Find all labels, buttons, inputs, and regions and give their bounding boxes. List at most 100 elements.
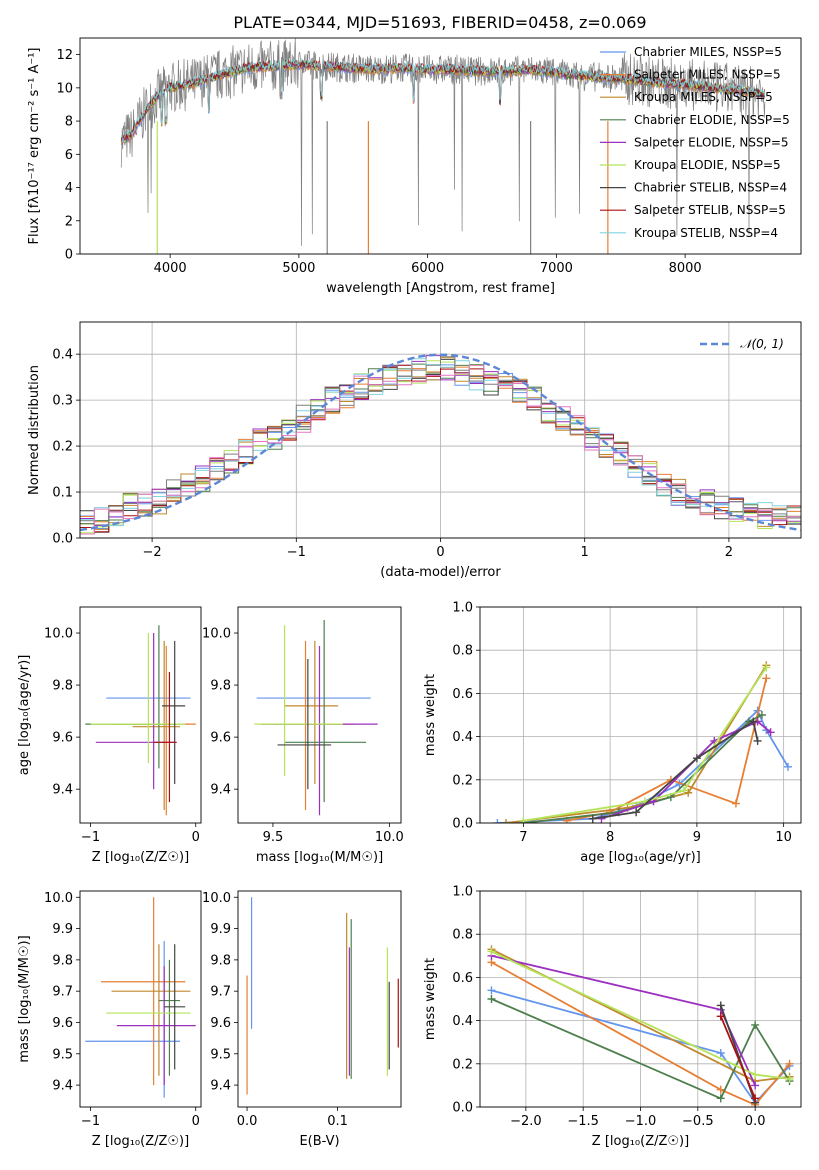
y-tick-label: 1.0 <box>452 885 473 900</box>
legend-label: Salpeter ELODIE, NSSP=5 <box>634 135 789 149</box>
legend-label: Chabrier ELODIE, NSSP=5 <box>634 113 790 127</box>
x-tick-label: −1 <box>81 830 100 845</box>
axes-frame <box>479 890 802 1108</box>
axes-frame <box>79 606 202 824</box>
mass-weight-marker <box>766 728 775 737</box>
plot-area <box>80 353 801 535</box>
plot-area <box>120 38 766 254</box>
y-tick-label: 9.5 <box>52 1047 73 1062</box>
x-tick-label: −0.5 <box>682 1114 714 1129</box>
axes-frame <box>79 37 802 255</box>
legend-label: Chabrier MILES, NSSP=5 <box>634 45 782 59</box>
panel-7: −2.0 −1.5 −1.0 −0.5 0.0 0.0 0.2 0.4 0.6 0.8 1.0 Z [… <box>423 885 802 1149</box>
axes-frame <box>79 321 802 539</box>
x-tick-label: 8 <box>606 830 614 845</box>
mass-weight-marker <box>762 663 771 672</box>
plot-area <box>493 661 792 823</box>
y-tick-label: 9.6 <box>210 1016 231 1031</box>
y-tick-label: 0.4 <box>452 730 473 745</box>
y-tick-label: 0.4 <box>452 1014 473 1029</box>
plot-area <box>254 620 378 816</box>
residual-histogram-step <box>80 358 801 527</box>
plot-area <box>85 897 196 1098</box>
panel-0: 4000 5000 6000 7000 8000 0 2 4 6 8 10 12 wavelength … <box>27 37 802 296</box>
y-tick-label: 9.9 <box>52 922 73 937</box>
y-tick-label: 10.0 <box>44 627 73 642</box>
residual-histogram-step <box>80 364 801 535</box>
x-tick-label: 0 <box>192 1114 200 1129</box>
y-tick-label: 0.0 <box>52 532 73 547</box>
x-tick-label: 0 <box>436 545 444 560</box>
y-tick-label: 9.7 <box>52 985 73 1000</box>
x-tick-label: 0.0 <box>745 1114 766 1129</box>
mass-weight-marker <box>679 786 688 795</box>
y-tick-label: 0.1 <box>52 486 73 501</box>
y-tick-label: 0.2 <box>452 773 473 788</box>
legend-label: Salpeter MILES, NSSP=5 <box>634 68 781 82</box>
y-tick-label: 0.8 <box>452 644 473 659</box>
mass-weight-marker <box>785 1059 794 1068</box>
x-tick-label: −2 <box>143 545 162 560</box>
x-axis-label: E(B-V) <box>299 1134 339 1149</box>
x-tick-label: 9 <box>693 830 701 845</box>
y-axis-label: mass weight <box>423 958 438 1040</box>
y-axis-label: mass weight <box>423 674 438 756</box>
mass-weight-line <box>719 1015 756 1099</box>
mass-weight-line <box>505 664 768 823</box>
mass-weight-marker <box>731 799 740 808</box>
y-tick-label: 4 <box>65 181 73 196</box>
y-tick-label: 0 <box>65 248 73 263</box>
y-tick-label: 9.9 <box>210 922 231 937</box>
x-tick-label: 2 <box>725 545 733 560</box>
x-tick-label: 10.0 <box>375 830 404 845</box>
mass-weight-marker <box>692 754 701 763</box>
panel-2: −1 0 9.4 9.6 9.8 10.0 Z [log₁₀(Z/Z☉)] age [log₁… <box>17 606 202 865</box>
y-tick-label: 9.8 <box>210 679 231 694</box>
legend-label: Chabrier STELIB, NSSP=4 <box>634 181 787 195</box>
y-tick-label: 10 <box>56 81 73 96</box>
mass-weight-marker <box>487 986 496 995</box>
x-tick-label: 0.1 <box>327 1114 348 1129</box>
mass-weight-marker <box>519 816 528 823</box>
x-tick-label: −2.0 <box>510 1114 542 1129</box>
legend-label: Kroupa ELODIE, NSSP=5 <box>634 158 781 172</box>
y-tick-label: 0.2 <box>452 1057 473 1072</box>
axes-frame <box>479 606 802 824</box>
legend-label: Kroupa MILES, NSSP=5 <box>634 90 773 104</box>
mass-weight-marker <box>757 711 766 719</box>
mass-weight-marker <box>716 1049 725 1057</box>
y-tick-label: 8 <box>65 115 73 130</box>
mass-weight-marker <box>716 1012 725 1021</box>
panel-1: −2 −1 0 1 2 0.0 0.1 0.2 0.3 0.4 (data-model)/error… <box>27 321 802 580</box>
x-tick-label: 7000 <box>540 261 573 276</box>
x-tick-label: 5000 <box>282 261 315 276</box>
residual-histogram-step <box>80 356 801 526</box>
mass-weight-marker <box>684 788 693 797</box>
axes-frame <box>237 890 402 1108</box>
x-axis-label: age [log₁₀(age/yr)] <box>580 850 701 865</box>
mass-weight-line <box>491 961 791 1106</box>
legend-label: 𝒩(0, 1) <box>740 337 784 351</box>
mass-weight-marker <box>716 1001 725 1010</box>
y-tick-label: 9.7 <box>210 985 231 1000</box>
y-tick-label: 9.6 <box>52 731 73 746</box>
y-tick-label: 9.8 <box>52 953 73 968</box>
x-tick-label: 0 <box>192 830 200 845</box>
x-tick-label: 7 <box>519 830 527 845</box>
mass-weight-marker <box>588 814 597 823</box>
mass-weight-marker <box>751 1070 760 1079</box>
model-spectrum-line <box>120 58 766 143</box>
x-axis-label: Z [log₁₀(Z/Z☉)] <box>92 850 189 865</box>
mass-weight-marker <box>716 1094 725 1103</box>
y-tick-label: 0.4 <box>52 348 73 363</box>
panel-5: −1 0 9.4 9.5 9.6 9.7 9.8 9.9 10.0 Z [log₁₀(Z/Z☉)]… <box>17 890 202 1149</box>
panel-4: 7 8 9 10 0.0 0.2 0.4 0.6 0.8 1.0 age [log₁₀(age/yr… <box>423 601 802 865</box>
y-tick-label: 0.0 <box>452 1101 473 1116</box>
y-tick-label: 9.5 <box>210 1047 231 1062</box>
x-tick-label: 4000 <box>154 261 187 276</box>
y-tick-label: 0.6 <box>452 687 473 702</box>
y-tick-label: 0.3 <box>52 394 73 409</box>
y-tick-label: 9.4 <box>52 783 73 798</box>
plot-area <box>85 625 196 816</box>
mass-weight-marker <box>487 995 496 1003</box>
